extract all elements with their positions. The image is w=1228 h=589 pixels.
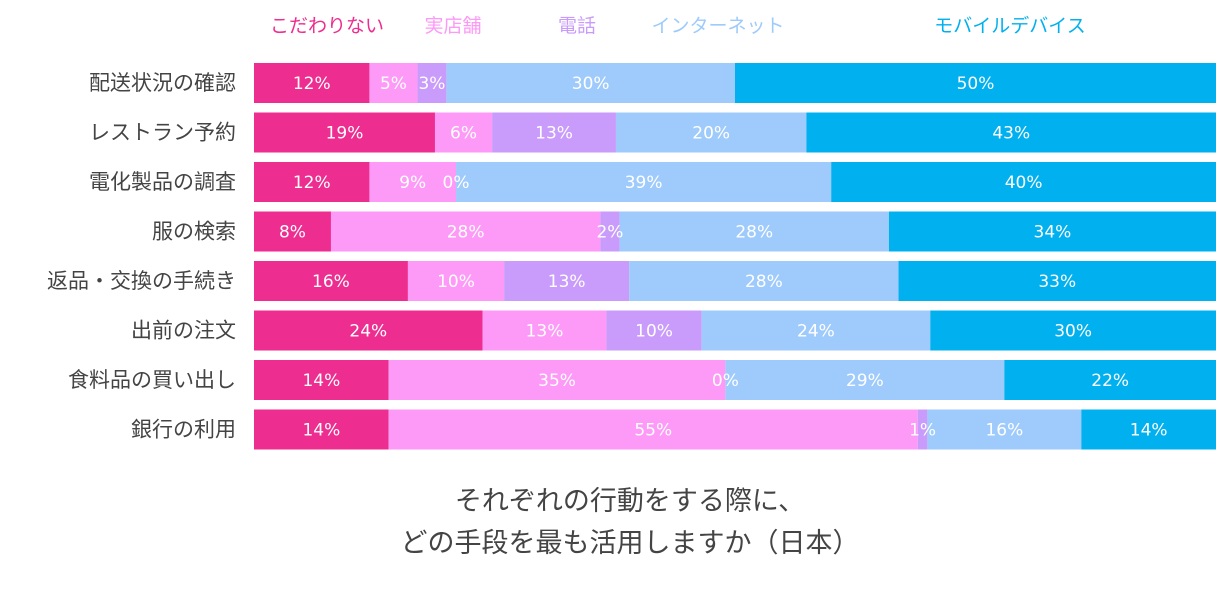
data-label: 13% [535,124,573,144]
legend-item: 実店舗 [424,15,481,37]
category-label: 返品・交換の手続き [47,269,236,293]
data-label: 0% [712,371,739,391]
bar-segment [254,211,331,252]
category-label: 服の検索 [152,220,236,244]
bar-segment [434,112,493,153]
legend-item: こだわりない [270,15,384,37]
bar-segment [254,112,435,153]
bar-segment [831,162,1216,202]
bar-segment [482,310,607,351]
bar-segment [369,162,457,202]
bar-segment [606,310,702,351]
bar-segment [600,211,620,252]
legend: こだわりない 実店舗 電話 インターネット モバイルデバイス [270,15,1086,37]
data-label: 12% [293,74,331,94]
data-label: 39% [625,173,663,193]
data-label: 6% [450,124,477,144]
category-label: 出前の注文 [131,319,236,343]
data-label: 34% [1034,223,1072,243]
data-label: 20% [692,124,730,144]
bar-segment [701,310,931,351]
bar-segment [388,360,726,400]
data-label: 33% [1038,272,1076,292]
bar-segment [930,310,1216,351]
category-label: レストラン予約 [89,121,236,145]
bar-segment [806,112,1216,153]
data-label: 13% [526,322,564,342]
category-labels: 配送状況の確認レストラン予約電化製品の調査服の検索返品・交換の手続き出前の注文食… [47,71,236,442]
data-label: 5% [380,74,407,94]
data-label: 2% [596,223,623,243]
data-label: 24% [797,322,835,342]
data-label: 16% [985,421,1023,441]
chart-title-line-1: それぞれの行動をする際に、 [455,486,805,517]
data-label: 3% [418,74,445,94]
data-label: 30% [1054,322,1092,342]
bar-segment [254,261,408,301]
category-label: 食料品の買い出し [68,368,236,392]
bar-segment [619,211,889,252]
data-label: 12% [293,173,331,193]
data-label: 43% [992,124,1030,144]
data-label: 10% [635,322,673,342]
bar-segment [629,261,899,301]
data-label: 22% [1091,371,1129,391]
data-label: 0% [443,173,470,193]
data-label: 14% [1130,421,1168,441]
data-label: 30% [572,74,610,94]
data-label: 24% [349,322,387,342]
data-label: 13% [548,272,586,292]
bar-segment [254,310,483,351]
bars [254,63,1216,450]
bar-segment [888,211,1216,252]
bar-segment [1081,409,1216,450]
data-label: 10% [437,272,475,292]
bar-segment [388,409,918,450]
data-label: 9% [399,173,426,193]
bar-segment [446,63,735,103]
data-label: 16% [312,272,350,292]
bar-segment [330,211,601,252]
data-label: 29% [846,371,884,391]
bar-segment [369,63,418,103]
chart-title: それぞれの行動をする際に、 どの手段を最も活用しますか（日本） [401,486,860,559]
bar-segment [254,409,389,450]
data-label: 14% [302,421,340,441]
bar-segment [254,63,370,103]
bar-segment [456,162,832,202]
data-label: 28% [745,272,783,292]
bar-segment [725,360,1005,400]
bar-segment [254,162,370,202]
bar-segment [417,63,447,103]
data-label: 50% [957,74,995,94]
data-label: 8% [279,223,306,243]
bar-segment [735,63,1216,103]
bar-segment [1004,360,1216,400]
data-label: 28% [735,223,773,243]
bar-segment [917,409,928,450]
category-label: 銀行の利用 [131,418,236,442]
legend-item: インターネット [651,15,784,37]
data-label: 35% [538,371,576,391]
bar-segment [504,261,630,301]
data-labels: 12% 5% 3% 30% 50% 19% 6% 13% 20% 43% 12% 9% 0% 39% 40%… [279,74,1168,441]
bar-segment [254,360,389,400]
data-label: 14% [302,371,340,391]
legend-item: モバイルデバイス [934,15,1085,37]
data-label: 19% [326,124,364,144]
bar-segment [615,112,807,153]
chart-title-line-2: どの手段を最も活用しますか（日本） [401,528,860,559]
category-label: 電化製品の調査 [89,170,236,194]
legend-item: 電話 [558,15,596,37]
data-label: 40% [1005,173,1043,193]
data-label: 28% [447,223,485,243]
bar-segment [927,409,1082,450]
bar-segment [898,261,1216,301]
bar-segment [492,112,616,153]
data-label: 1% [909,421,936,441]
bar-segment [407,261,505,301]
data-label: 55% [634,421,672,441]
category-label: 配送状況の確認 [89,71,236,95]
